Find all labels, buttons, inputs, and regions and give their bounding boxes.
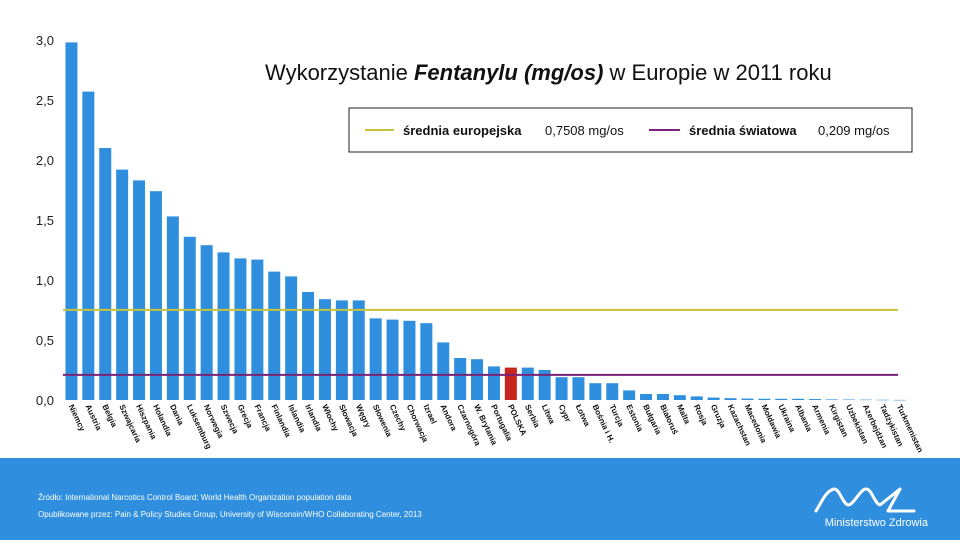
legend: średnia europejska 0,7508 mg/os średnia … — [348, 107, 913, 153]
bar — [521, 367, 534, 400]
y-axis: 0,0 0,5 1,0 1,5 2,0 2,5 3,0 — [36, 33, 54, 408]
bar — [504, 367, 517, 400]
bar — [234, 258, 247, 400]
bar — [555, 377, 568, 400]
bar — [352, 300, 365, 400]
ministry-logo — [814, 487, 916, 513]
bar — [606, 383, 619, 400]
x-tick-label: Andora — [438, 403, 458, 433]
x-tick-label: Gruzja — [709, 403, 728, 430]
y-tick-label: 0,5 — [36, 333, 54, 348]
bar — [758, 398, 771, 400]
bar — [268, 271, 281, 400]
bar — [690, 396, 703, 400]
bar — [200, 245, 213, 400]
bar — [285, 276, 298, 400]
y-tick-label: 1,0 — [36, 273, 54, 288]
bar — [572, 377, 585, 400]
x-tick-label: Malta — [675, 403, 692, 426]
y-tick-label: 0,0 — [36, 393, 54, 408]
legend-box — [348, 107, 913, 153]
bar — [454, 358, 467, 400]
legend-label-european: średnia europejska — [403, 123, 522, 138]
x-tick-label: Cypr — [557, 403, 573, 423]
bar — [707, 397, 720, 400]
legend-value-european: 0,7508 mg/os — [545, 123, 624, 138]
bar — [183, 236, 196, 400]
reference-lines — [63, 308, 898, 376]
x-tick-label: Rosja — [692, 403, 710, 427]
bar — [82, 91, 95, 400]
bar — [589, 383, 602, 400]
bar — [403, 320, 416, 400]
bar — [741, 398, 754, 400]
legend-label-world: średnia światowa — [689, 123, 797, 138]
bar — [623, 390, 636, 400]
publisher-text: Opublikowane przez: Pain & Policy Studie… — [38, 510, 422, 519]
bar — [859, 399, 872, 401]
bar — [99, 148, 112, 400]
bar — [420, 323, 433, 400]
x-tick-label: Dania — [168, 403, 186, 427]
bar — [538, 370, 551, 400]
x-tick-label: Izrael — [422, 403, 439, 425]
x-tick-label: Łotwa — [574, 403, 592, 428]
bar — [437, 342, 450, 400]
bar — [825, 399, 838, 400]
x-axis-labels: NiemcyAustriaBelgiaSzwajcariaHiszpaniaHo… — [67, 403, 925, 454]
chart-title: Wykorzystanie Fentanylu (mg/os) w Europi… — [265, 60, 832, 85]
bar — [640, 394, 653, 400]
bar — [775, 398, 788, 400]
footer-band — [0, 458, 960, 540]
bar — [116, 169, 129, 400]
x-tick-label: Turcja — [607, 403, 625, 429]
bar — [724, 398, 737, 400]
bar — [842, 399, 855, 401]
bar — [876, 399, 889, 401]
logo-mark — [814, 487, 916, 513]
legend-value-world: 0,209 mg/os — [818, 123, 890, 138]
bar — [302, 292, 315, 400]
bar — [487, 366, 500, 400]
y-tick-label: 2,5 — [36, 93, 54, 108]
x-tick-label: Litwa — [540, 403, 557, 426]
bar — [792, 398, 805, 400]
bar — [656, 394, 669, 400]
bar — [809, 399, 822, 400]
bar — [386, 319, 399, 400]
bar — [673, 395, 686, 400]
bar — [318, 299, 331, 400]
bar — [251, 259, 264, 400]
bar — [893, 399, 906, 401]
source-text: Źródło: International Narcotics Control … — [38, 493, 352, 502]
x-tick-label: Belgia — [100, 403, 119, 429]
bar — [65, 42, 78, 401]
bars — [65, 42, 906, 401]
y-tick-label: 3,0 — [36, 33, 54, 48]
bar — [133, 180, 146, 400]
bar — [166, 216, 179, 400]
bar — [217, 252, 230, 400]
bar — [335, 300, 348, 400]
y-tick-label: 1,5 — [36, 213, 54, 228]
y-tick-label: 2,0 — [36, 153, 54, 168]
bar — [369, 318, 382, 400]
bar — [149, 191, 162, 400]
fentanyl-bar-chart: 0,0 0,5 1,0 1,5 2,0 2,5 3,0 NiemcyAustriaBelgi… — [36, 33, 925, 454]
brand-name: Ministerstwo Zdrowia — [824, 517, 928, 529]
bar — [471, 359, 484, 400]
